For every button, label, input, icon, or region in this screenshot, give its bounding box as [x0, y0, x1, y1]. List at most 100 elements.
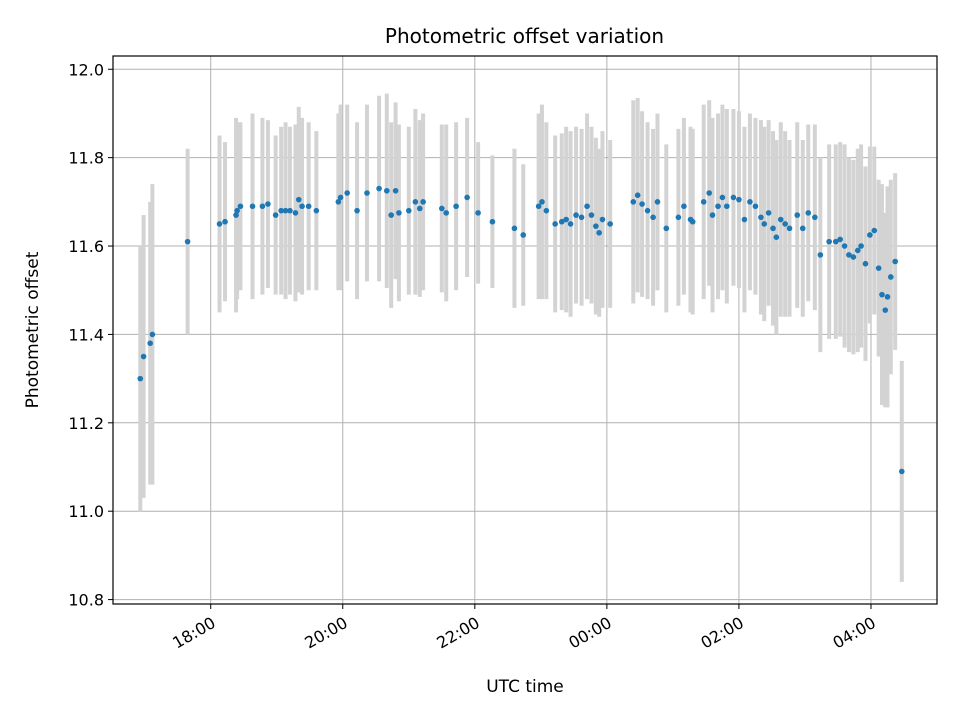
data-point — [786, 225, 793, 232]
data-point — [773, 234, 780, 240]
y-axis-label: Photometric offset — [23, 251, 43, 408]
data-point — [812, 214, 818, 221]
data-point — [862, 260, 869, 267]
data-point — [383, 187, 390, 194]
data-point — [149, 331, 156, 338]
data-point — [758, 214, 764, 221]
data-point — [584, 203, 590, 210]
plot-frame — [112, 55, 938, 605]
data-point — [337, 194, 344, 201]
data-point — [137, 375, 144, 382]
y-tick-label: 11.6 — [68, 237, 104, 256]
data-point — [898, 468, 905, 475]
data-point — [305, 203, 312, 210]
data-point — [675, 214, 682, 221]
data-point — [475, 210, 481, 216]
data-point — [884, 294, 891, 300]
data-point — [335, 199, 342, 205]
y-tick-label: 11.8 — [68, 149, 104, 168]
grid — [113, 56, 937, 604]
data-point — [867, 232, 873, 238]
data-point — [846, 252, 852, 258]
data-point — [719, 194, 726, 201]
data-point — [237, 203, 244, 210]
data-point — [689, 218, 696, 225]
data-point — [794, 212, 801, 218]
data-point — [700, 199, 707, 205]
data-point — [578, 214, 585, 221]
chart-title: Photometric offset variation — [385, 24, 664, 48]
data-point — [724, 203, 730, 210]
data-point — [777, 216, 784, 223]
data-point — [858, 243, 864, 249]
y-tick-label: 10.8 — [68, 591, 104, 610]
data-point — [567, 221, 574, 227]
data-point — [292, 210, 299, 216]
data-point — [799, 225, 806, 232]
data-point — [805, 210, 812, 216]
data-point — [681, 203, 687, 210]
data-point — [412, 199, 419, 205]
data-point — [295, 196, 302, 203]
data-point — [832, 238, 839, 245]
data-point — [354, 207, 360, 214]
data-point — [715, 203, 721, 210]
data-point — [511, 225, 518, 232]
data-point — [782, 221, 788, 227]
data-point — [464, 194, 470, 201]
data-point — [817, 252, 824, 258]
data-point — [770, 225, 776, 232]
data-point — [278, 207, 284, 214]
data-point — [593, 223, 599, 229]
data-point — [563, 216, 569, 223]
data-point — [634, 192, 641, 199]
data-point — [539, 199, 545, 205]
data-point — [850, 254, 857, 260]
data-point — [607, 221, 613, 227]
data-point — [376, 185, 382, 192]
data-point — [887, 274, 894, 280]
data-point — [752, 203, 759, 210]
data-point — [588, 212, 595, 218]
data-point — [216, 221, 223, 227]
data-point — [272, 212, 279, 218]
data-point — [287, 207, 293, 214]
data-point — [736, 196, 742, 203]
data-point — [234, 207, 240, 214]
data-point — [259, 203, 266, 210]
data-points — [137, 185, 905, 475]
data-point — [573, 212, 579, 218]
data-point — [388, 212, 394, 218]
data-point — [222, 218, 228, 225]
data-point — [747, 199, 753, 205]
data-point — [558, 218, 565, 225]
data-point — [837, 236, 843, 243]
data-point — [663, 225, 670, 232]
data-point — [654, 199, 661, 205]
data-point — [535, 203, 542, 210]
data-point — [596, 229, 602, 236]
data-point — [405, 207, 412, 214]
data-point — [765, 210, 772, 216]
data-point — [147, 340, 153, 347]
data-point — [875, 265, 882, 271]
data-point — [396, 210, 402, 216]
y-tick-label: 11.0 — [68, 502, 104, 521]
data-point — [709, 212, 716, 218]
data-point — [420, 199, 426, 205]
data-point — [599, 216, 606, 223]
y-tick-label: 11.4 — [68, 325, 104, 344]
data-point — [644, 207, 651, 214]
y-tick-label: 12.0 — [68, 60, 104, 79]
data-point — [184, 238, 191, 245]
data-point — [282, 207, 289, 214]
data-point — [552, 221, 558, 227]
data-point — [882, 307, 889, 313]
data-point — [265, 201, 271, 207]
data-point — [854, 247, 861, 254]
data-point — [313, 207, 320, 214]
data-point — [639, 201, 645, 207]
data-point — [443, 210, 450, 216]
data-point — [520, 232, 527, 238]
